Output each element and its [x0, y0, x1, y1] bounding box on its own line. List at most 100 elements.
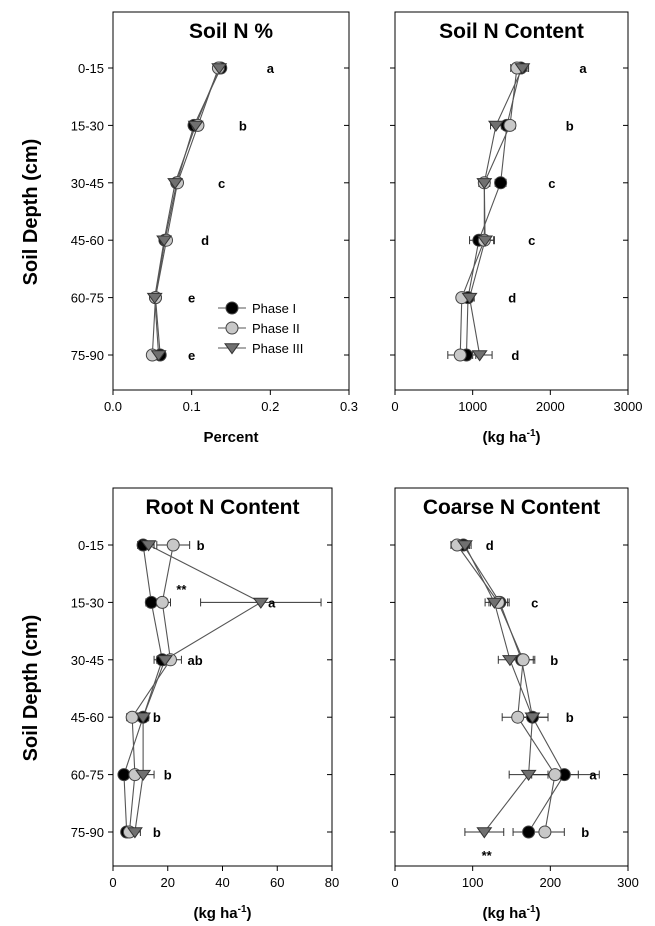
data-point-3: [477, 235, 494, 247]
data-point-3: [476, 178, 493, 190]
data-point-3: [486, 597, 503, 609]
significance-letter: a: [268, 595, 276, 610]
significance-letter: b: [566, 118, 574, 133]
significance-stars: **: [176, 582, 187, 597]
data-point-3: [476, 827, 493, 839]
significance-letter: b: [239, 118, 247, 133]
data-point-1: [522, 825, 536, 839]
x-tick-label: 3000: [614, 399, 643, 414]
x-tick-label: 20: [161, 875, 175, 890]
x-tick-label: 0: [391, 875, 398, 890]
x-axis-label: (kg ha-1): [482, 428, 540, 446]
x-tick-label: 0.3: [340, 399, 358, 414]
series-line-2: [128, 544, 174, 833]
data-point-3: [140, 540, 157, 552]
chart-title: Root N Content: [146, 496, 300, 519]
data-point-2: [516, 653, 530, 667]
significance-letter: d: [201, 233, 209, 248]
data-point-3: [135, 712, 152, 724]
x-axis-label: Percent: [203, 429, 258, 446]
significance-letter: c: [218, 176, 225, 191]
y-tick-label: 30-45: [71, 176, 104, 191]
panel-1: Soil N % 0.0 0.1 0.2 0.3 Percent 0-15 15-30 30-4…: [71, 11, 358, 446]
data-point-3: [187, 120, 204, 132]
series-line-3: [134, 544, 262, 833]
data-point-3: [471, 350, 488, 362]
significance-letter: b: [581, 825, 589, 840]
chart-title: Soil N %: [189, 20, 273, 43]
series-line-1: [154, 67, 222, 356]
data-point-3: [524, 712, 541, 724]
data-point-1: [144, 595, 158, 609]
legend-marker: [224, 343, 240, 355]
significance-letter: b: [153, 710, 161, 725]
data-point-2: [511, 710, 525, 724]
data-point-2: [125, 710, 139, 724]
data-point-3: [514, 63, 531, 75]
x-axis-label: (kg ha-1): [482, 904, 540, 922]
series-line-3: [468, 67, 523, 356]
legend-label: Phase I: [252, 301, 296, 316]
significance-letter: c: [528, 233, 535, 248]
significance-letter: d: [486, 538, 494, 553]
x-axis-label: (kg ha-1): [193, 904, 251, 922]
significance-letter: e: [188, 291, 195, 306]
series-line-2: [459, 67, 518, 356]
data-point-2: [166, 538, 180, 552]
data-point-3: [126, 827, 143, 839]
x-tick-label: 40: [215, 875, 229, 890]
x-tick-label: 300: [617, 875, 639, 890]
panel-3: Root N Content 0 20 40 60 80 (kg ha-1) 0-15 15-3…: [71, 487, 339, 922]
data-point-3: [150, 350, 167, 362]
data-point-3: [167, 178, 184, 190]
data-point-1: [494, 176, 508, 190]
plot-frame: [112, 11, 350, 391]
x-tick-label: 1000: [458, 399, 487, 414]
series-line-3: [154, 67, 220, 356]
data-point-1: [117, 768, 131, 782]
panel-4: Coarse N Content 0 100 200 300 (kg ha-1) d c b b a…: [390, 487, 639, 922]
significance-letter: d: [511, 348, 519, 363]
panel-2: Soil N Content 0 1000 2000 3000 (kg ha-1) a b c c…: [390, 11, 643, 446]
significance-letter: a: [267, 61, 275, 76]
legend-marker: [225, 321, 239, 335]
series-line-1: [465, 67, 522, 356]
data-point-3: [487, 120, 504, 132]
data-point-3: [146, 292, 163, 305]
series-line-2: [151, 67, 219, 356]
data-point-3: [520, 769, 537, 782]
chart-title: Coarse N Content: [423, 496, 600, 519]
x-tick-label: 0.1: [183, 399, 201, 414]
significance-letter: d: [508, 291, 516, 306]
y-tick-label: 0-15: [78, 538, 104, 553]
series-line-2: [456, 544, 556, 833]
significance-letter: e: [188, 348, 195, 363]
x-tick-label: 0: [109, 875, 116, 890]
legend-label: Phase III: [252, 341, 303, 356]
y-tick-label: 15-30: [71, 118, 104, 133]
significance-stars: **: [482, 848, 493, 863]
x-tick-label: 200: [539, 875, 561, 890]
data-point-3: [157, 655, 173, 667]
significance-letter: b: [566, 710, 574, 725]
significance-letter: b: [164, 768, 172, 783]
significance-letter: a: [579, 61, 587, 76]
data-point-2: [503, 118, 517, 132]
x-tick-label: 0.2: [261, 399, 279, 414]
x-tick-label: 100: [462, 875, 484, 890]
x-tick-label: 60: [270, 875, 284, 890]
data-point-3: [135, 769, 152, 782]
significance-letter: b: [153, 825, 161, 840]
y-tick-label: 75-90: [71, 825, 104, 840]
x-tick-label: 80: [325, 875, 339, 890]
y-axis-title-bottom: Soil Depth (cm): [20, 615, 42, 762]
y-axis-title-top: Soil Depth (cm): [20, 139, 42, 286]
y-tick-label: 0-15: [78, 61, 104, 76]
significance-letter: a: [589, 768, 597, 783]
y-tick-label: 60-75: [71, 291, 104, 306]
significance-letter: b: [550, 653, 558, 668]
data-point-3: [211, 63, 228, 75]
chart-title: Soil N Content: [439, 20, 584, 43]
data-point-3: [252, 597, 269, 609]
